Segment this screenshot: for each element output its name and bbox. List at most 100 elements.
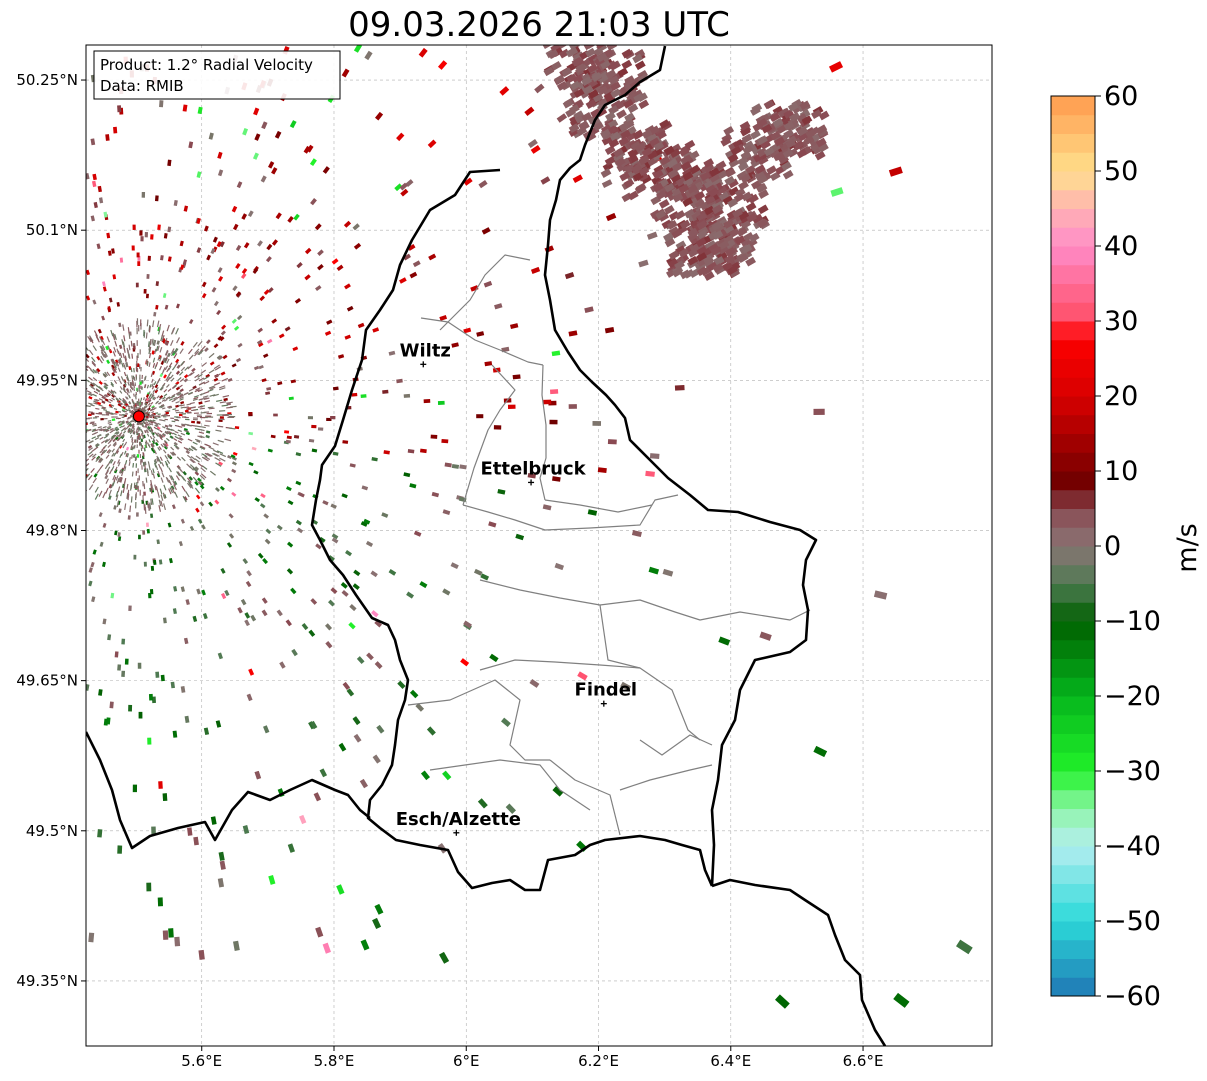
velocity-bin (140, 438, 144, 443)
velocity-bin (420, 448, 427, 454)
velocity-bin (143, 331, 146, 338)
velocity-bin (107, 392, 112, 396)
velocity-bin (322, 942, 331, 954)
colorbar-cell (1051, 283, 1095, 303)
velocity-bin (267, 448, 273, 453)
velocity-bin (192, 615, 198, 622)
velocity-bin (94, 416, 100, 418)
velocity-bin (707, 261, 718, 272)
velocity-bin (103, 718, 109, 726)
colorbar-cell (1051, 977, 1095, 997)
velocity-bin (194, 427, 200, 431)
velocity-bin (76, 459, 81, 463)
velocity-bin (396, 132, 405, 142)
velocity-bin (159, 356, 162, 362)
velocity-bin (600, 168, 612, 178)
velocity-bin (400, 188, 409, 197)
velocity-bin (115, 397, 119, 401)
velocity-bin (654, 126, 666, 137)
velocity-bin (489, 653, 499, 663)
velocity-bin (100, 417, 104, 421)
velocity-bin (439, 315, 448, 321)
velocity-bin (243, 242, 250, 249)
velocity-bin (163, 389, 168, 393)
velocity-bin (103, 409, 107, 411)
velocity-bin (139, 349, 141, 355)
y-tick-label: 50.1°N (26, 221, 78, 239)
velocity-bin (150, 430, 154, 434)
velocity-bin (101, 396, 106, 400)
velocity-bin (670, 173, 682, 184)
velocity-bin (623, 117, 635, 128)
velocity-bin (106, 449, 111, 454)
velocity-bin (77, 453, 82, 457)
velocity-bin (183, 205, 189, 212)
velocity-bin (173, 480, 178, 486)
velocity-bin (127, 349, 130, 356)
velocity-bin (99, 387, 104, 392)
velocity-bin (191, 424, 197, 427)
velocity-bin (409, 689, 419, 699)
velocity-bin (199, 474, 206, 481)
velocity-bin (150, 498, 153, 505)
velocity-bin (113, 434, 117, 438)
velocity-bin (87, 335, 92, 343)
velocity-bin (98, 404, 103, 407)
velocity-bin (104, 393, 109, 398)
velocity-bin (164, 337, 168, 344)
velocity-bin (696, 212, 708, 222)
velocity-bin (382, 389, 389, 394)
velocity-bin (218, 355, 223, 361)
velocity-bin (188, 476, 194, 481)
velocity-bin (593, 82, 604, 92)
velocity-bin (113, 363, 117, 369)
velocity-bin (127, 389, 130, 394)
velocity-bin (107, 449, 112, 454)
velocity-bin (136, 454, 140, 458)
velocity-bin (69, 467, 75, 472)
velocity-bin (609, 131, 621, 142)
velocity-bin (122, 438, 126, 443)
velocity-bin (116, 437, 120, 442)
velocity-bin (137, 432, 139, 436)
velocity-bin (127, 327, 130, 334)
velocity-bin (77, 472, 82, 477)
velocity-bin (187, 391, 193, 395)
velocity-bin (166, 396, 171, 400)
velocity-bin (47, 429, 54, 431)
velocity-bin (187, 372, 193, 377)
velocity-bin (189, 465, 195, 471)
velocity-bin (632, 129, 644, 140)
velocity-bin (159, 429, 163, 433)
velocity-bin (168, 488, 172, 495)
velocity-bin (123, 371, 127, 377)
velocity-bin (100, 351, 105, 358)
velocity-bin (649, 137, 660, 148)
velocity-bin (146, 319, 149, 327)
velocity-bin (728, 178, 739, 189)
velocity-bin (679, 219, 691, 230)
velocity-bin (444, 462, 452, 468)
velocity-bin (620, 681, 632, 692)
velocity-bin (104, 464, 109, 470)
velocity-bin (569, 80, 581, 91)
velocity-bin (171, 365, 176, 371)
velocity-bin (217, 151, 223, 159)
velocity-bin (164, 398, 168, 402)
velocity-bin (155, 439, 159, 443)
velocity-bin (131, 382, 134, 387)
velocity-bin (139, 453, 142, 459)
velocity-bin (88, 335, 94, 342)
velocity-bin (552, 476, 561, 482)
velocity-bin (101, 449, 106, 454)
velocity-bin (220, 371, 226, 376)
velocity-bin (92, 477, 97, 484)
velocity-bin (127, 381, 130, 386)
velocity-bin (442, 588, 451, 596)
velocity-bin (217, 169, 224, 177)
velocity-bin (63, 449, 69, 453)
velocity-bin (95, 457, 100, 463)
velocity-bin (140, 385, 142, 390)
velocity-bin (118, 397, 122, 401)
velocity-bin (463, 327, 472, 334)
